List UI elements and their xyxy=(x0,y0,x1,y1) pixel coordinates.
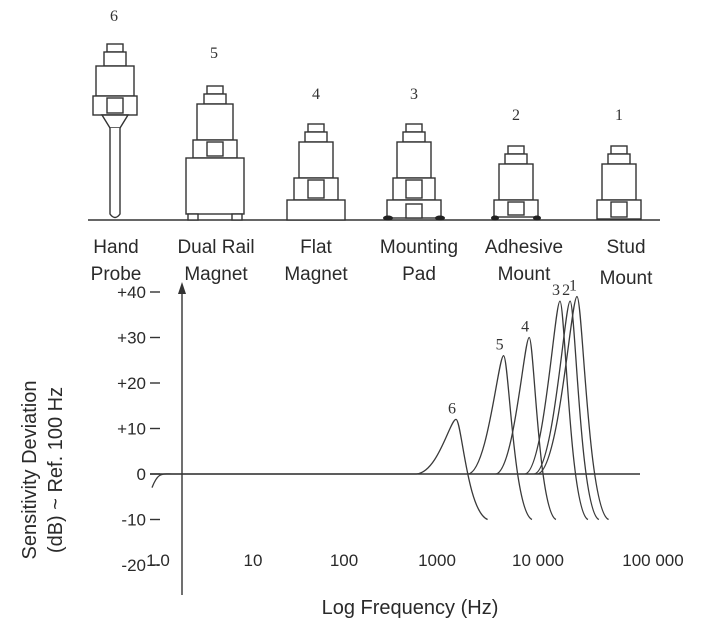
mount-label-dual-rail-magnet-line2: Magnet xyxy=(184,264,248,285)
adhesive-mount-drawing xyxy=(491,145,541,221)
x-tick-label: 1000 xyxy=(418,551,456,570)
y-tick-label: +30 xyxy=(117,329,146,348)
mount-label-hand-probe-line2: Probe xyxy=(91,264,142,285)
mount-label-mounting-pad-line2: Pad xyxy=(402,264,436,285)
stud-mount-drawing xyxy=(596,145,642,220)
y-axis-arrow xyxy=(178,282,186,294)
mount-label-flat-magnet-line2: Magnet xyxy=(284,264,348,285)
x-tick-label: 10 xyxy=(244,551,263,570)
dual-rail-magnet-drawing xyxy=(185,85,245,221)
mount-label-adhesive-mount-line1: Adhesive xyxy=(485,237,563,258)
y-tick-label: +40 xyxy=(117,283,146,302)
mount-number-1: 1 xyxy=(615,107,623,124)
series-line-6 xyxy=(416,418,488,521)
y-tick-label: +10 xyxy=(117,420,146,439)
mount-number-5: 5 xyxy=(210,45,218,62)
baseline-flat-response xyxy=(151,473,417,488)
mount-label-dual-rail-magnet-line1: Dual Rail xyxy=(177,237,254,258)
series-label-4: 4 xyxy=(521,319,529,336)
mount-label-hand-probe-line1: Hand xyxy=(93,237,138,258)
series-line-3 xyxy=(524,300,589,521)
x-axis-title: Log Frequency (Hz) xyxy=(322,597,499,619)
series-label-2: 2 xyxy=(562,282,570,299)
frequency-response-chart: +40 +30 +20 +10 0 -10 -20 1.0 10 100 1000 10 000 10… xyxy=(19,278,684,619)
mount-label-stud-mount-line2: Mount xyxy=(600,268,654,289)
mount-number-4: 4 xyxy=(312,86,320,103)
hand-probe-drawing xyxy=(92,43,138,219)
y-axis-title-line1: Sensitivity Deviation xyxy=(19,381,41,560)
series-label-group: 6 54 3 21 xyxy=(448,278,577,418)
y-tick-label: +20 xyxy=(117,374,146,393)
mount-label-flat-magnet-line1: Flat xyxy=(300,237,332,258)
y-tick-group: +40 +30 +20 +10 0 -10 -20 xyxy=(117,283,160,575)
mount-number-2: 2 xyxy=(512,107,520,124)
mount-number-6: 6 xyxy=(110,8,118,25)
series-label-6: 6 xyxy=(448,400,456,417)
series-label-3: 3 xyxy=(552,282,560,299)
y-tick-label: -20 xyxy=(121,556,146,575)
y-tick-label: 0 xyxy=(137,465,146,484)
x-tick-label: 100 xyxy=(330,551,358,570)
series-line-5 xyxy=(467,355,533,521)
flat-magnet-drawing xyxy=(286,123,346,221)
series-line-2 xyxy=(533,300,600,521)
y-axis-title-line2: (dB) ~ Ref. 100 Hz xyxy=(45,387,67,553)
mount-label-mounting-pad-line1: Mounting xyxy=(380,237,458,258)
x-tick-label: 10 000 xyxy=(512,551,564,570)
mounts-illustration: 6 5 4 3 2 1 Hand Probe Dual Rail Magnet … xyxy=(88,8,660,289)
mounting-pad-drawing xyxy=(383,123,445,221)
series-line-1 xyxy=(537,295,610,521)
series-line-4 xyxy=(495,336,557,521)
series-label-5: 5 xyxy=(496,337,504,354)
mount-label-adhesive-mount-line2: Mount xyxy=(498,264,552,285)
x-tick-group: 1.0 10 100 1000 10 000 100 000 xyxy=(146,551,684,570)
series-group xyxy=(151,295,610,521)
mount-number-3: 3 xyxy=(410,86,418,103)
mount-label-stud-mount-line1: Stud xyxy=(606,237,645,258)
x-tick-label: 100 000 xyxy=(622,551,683,570)
series-label-1: 1 xyxy=(569,278,577,295)
y-tick-label: -10 xyxy=(121,511,146,530)
x-tick-label: 1.0 xyxy=(146,551,170,570)
